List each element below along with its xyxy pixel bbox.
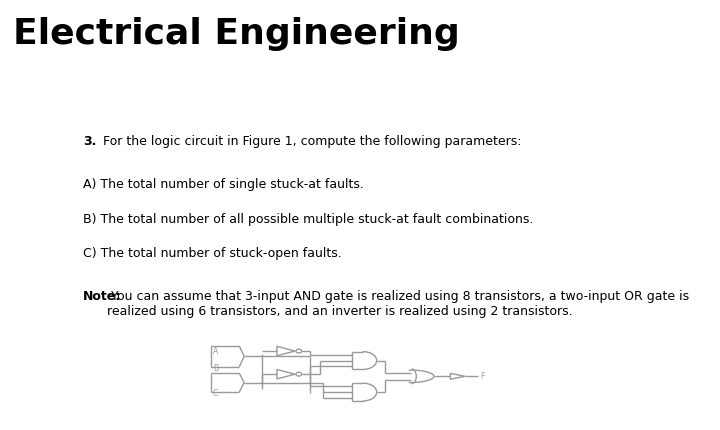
Text: A: A bbox=[213, 347, 218, 356]
Text: Note:: Note: bbox=[83, 290, 121, 303]
Text: B) The total number of all possible multiple stuck-at fault combinations.: B) The total number of all possible mult… bbox=[83, 213, 534, 226]
Text: Electrical Engineering: Electrical Engineering bbox=[13, 17, 459, 51]
Text: A) The total number of single stuck-at faults.: A) The total number of single stuck-at f… bbox=[83, 178, 364, 191]
Text: C: C bbox=[213, 389, 218, 398]
Text: B: B bbox=[213, 364, 218, 373]
Text: For the logic circuit in Figure 1, compute the following parameters:: For the logic circuit in Figure 1, compu… bbox=[99, 135, 521, 148]
Text: You can assume that 3-input AND gate is realized using 8 transistors, a two-inpu: You can assume that 3-input AND gate is … bbox=[107, 290, 690, 318]
Text: 3.: 3. bbox=[83, 135, 96, 148]
Text: C) The total number of stuck-open faults.: C) The total number of stuck-open faults… bbox=[83, 247, 341, 260]
Text: F: F bbox=[480, 372, 484, 381]
